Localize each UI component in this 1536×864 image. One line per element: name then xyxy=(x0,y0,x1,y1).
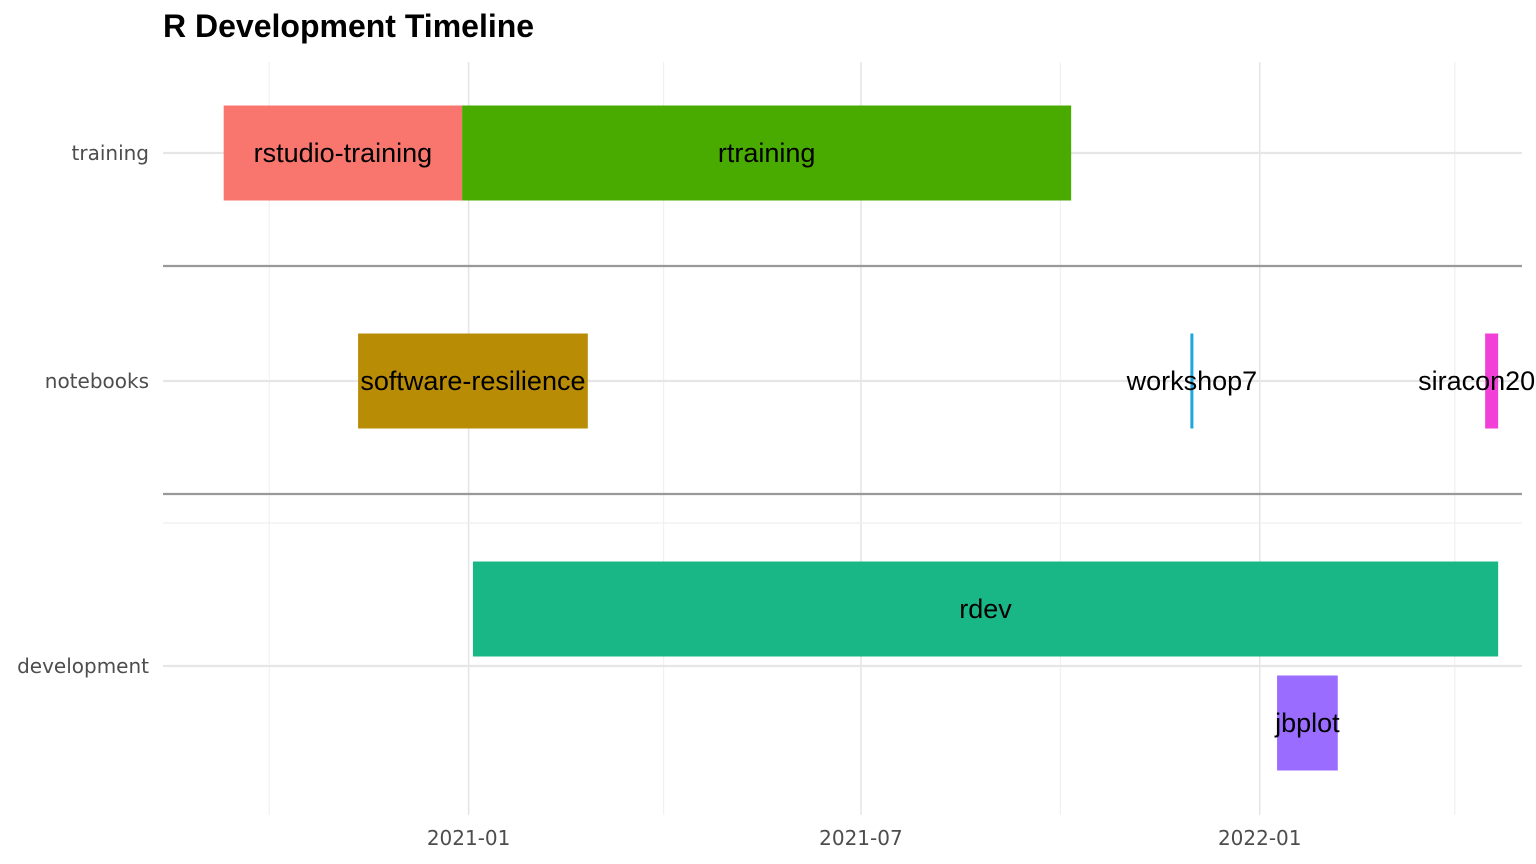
task-bar-rstudio-training xyxy=(223,105,463,201)
task-bar-software-resilience xyxy=(358,333,588,429)
task-label-workshop7: workshop7 xyxy=(1126,366,1258,396)
y-tick-label-notebooks: notebooks xyxy=(45,369,149,393)
task-label-rtraining: rtraining xyxy=(718,138,816,168)
x-tick-label: 2021-01 xyxy=(427,826,511,850)
task-bar-rtraining xyxy=(462,105,1072,201)
x-tick-label: 2022-01 xyxy=(1218,826,1302,850)
y-tick-label-development: development xyxy=(17,654,149,678)
task-bar-workshop7 xyxy=(1190,333,1194,429)
x-tick-label: 2021-07 xyxy=(819,826,903,850)
task-label-rdev: rdev xyxy=(959,594,1012,624)
y-tick-label-training: training xyxy=(72,141,149,165)
task-label-siracon2022: siracon2022 xyxy=(1418,366,1536,396)
task-bar-jbplot xyxy=(1277,675,1338,771)
task-label-jbplot: jbplot xyxy=(1274,708,1340,738)
task-bar-rdev xyxy=(472,561,1499,657)
task-bar-siracon2022 xyxy=(1485,333,1499,429)
task-label-rstudio-training: rstudio-training xyxy=(254,138,433,168)
task-label-software-resilience: software-resilience xyxy=(360,366,585,396)
chart-title: R Development Timeline xyxy=(163,8,535,44)
